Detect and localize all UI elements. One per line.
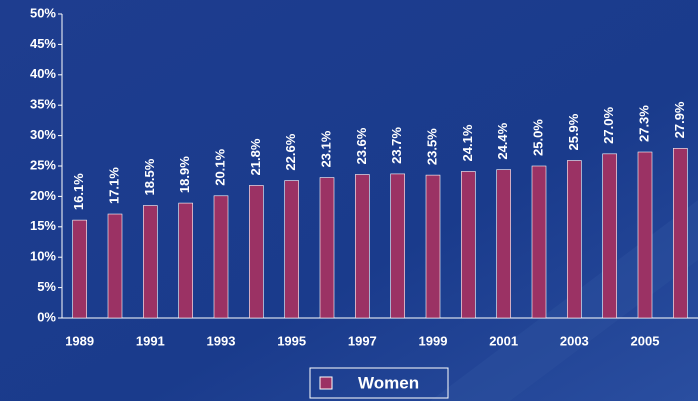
x-tick-label: 1999: [419, 333, 448, 348]
y-tick-label: 25%: [30, 157, 56, 172]
value-label: 17.1%: [106, 167, 121, 204]
bar: [284, 180, 299, 319]
value-label: 27.3%: [636, 105, 651, 142]
x-tick-label: 1989: [65, 333, 94, 348]
value-label: 24.4%: [495, 122, 510, 159]
bar: [496, 169, 511, 319]
y-tick-label: 45%: [30, 36, 56, 51]
legend-label: Women: [358, 373, 419, 392]
legend-box: [309, 367, 449, 399]
bar: [673, 148, 688, 319]
y-tick-label: 50%: [30, 5, 56, 20]
bar: [461, 171, 476, 319]
value-label: 18.9%: [177, 156, 192, 193]
legend-swatch: [319, 376, 333, 390]
bar: [213, 195, 229, 319]
value-label: 25.0%: [530, 119, 545, 156]
bar: [567, 160, 582, 319]
value-label: 27.9%: [672, 101, 687, 138]
decor: [430, 200, 698, 401]
value-label: 23.7%: [389, 127, 404, 164]
value-label: 25.9%: [566, 113, 581, 150]
y-tick-label: 15%: [30, 218, 56, 233]
bar: [390, 173, 405, 319]
value-label: 16.1%: [71, 173, 86, 210]
bar: [143, 205, 158, 319]
x-tick-label: 1997: [348, 333, 377, 348]
bar: [637, 151, 653, 319]
bar: [72, 219, 87, 319]
bar: [602, 153, 617, 319]
bar: [249, 185, 264, 319]
value-label: 23.5%: [424, 128, 439, 165]
bar: [531, 165, 547, 319]
bar: [107, 213, 123, 319]
value-label: 18.5%: [142, 158, 157, 195]
y-tick-label: 30%: [30, 127, 56, 142]
bar: [178, 202, 193, 319]
value-label: 20.1%: [212, 148, 227, 185]
y-tick-label: 5%: [37, 279, 56, 294]
bar: [319, 177, 335, 319]
x-tick-label: 1991: [136, 333, 165, 348]
y-tick-label: 20%: [30, 188, 56, 203]
x-tick-label: 2001: [489, 333, 518, 348]
value-label: 23.1%: [318, 130, 333, 167]
y-tick-label: 35%: [30, 97, 56, 112]
value-label: 23.6%: [354, 127, 369, 164]
value-label: 27.0%: [601, 107, 616, 144]
y-tick-label: 10%: [30, 249, 56, 264]
x-tick-label: 1995: [277, 333, 306, 348]
y-tick-label: 40%: [30, 66, 56, 81]
value-label: 21.8%: [248, 138, 263, 175]
x-tick-label: 2003: [560, 333, 589, 348]
x-tick-label: 1993: [207, 333, 236, 348]
bar: [425, 174, 441, 319]
value-label: 22.6%: [283, 133, 298, 170]
bar: [355, 174, 370, 319]
x-tick-label: 2005: [631, 333, 660, 348]
value-label: 24.1%: [460, 124, 475, 161]
y-tick-label: 0%: [37, 309, 56, 324]
